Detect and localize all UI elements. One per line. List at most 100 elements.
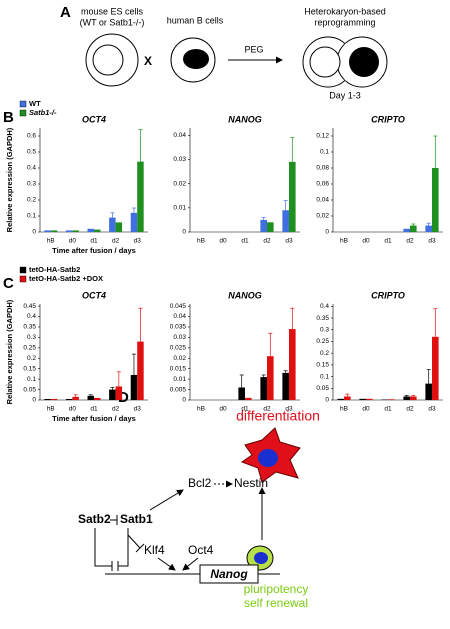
x-tick-label: d3	[428, 238, 436, 245]
arrow	[149, 489, 184, 511]
y-tick-label: 0.3	[27, 181, 36, 188]
y-tick-label: 0	[325, 397, 329, 404]
bar	[137, 161, 144, 232]
bar	[94, 397, 101, 400]
bar	[403, 396, 410, 400]
y-tick-label: 0.5	[27, 149, 36, 156]
x-tick-label: d3	[134, 238, 142, 245]
y-tick-label: 0,1	[320, 149, 329, 156]
gene: Bcl2	[188, 476, 212, 490]
y-tick-label: 0.15	[23, 365, 36, 372]
bar	[72, 396, 79, 400]
chart-title: NANOG	[228, 290, 262, 300]
y-tick-label: 0	[182, 229, 186, 236]
y-tick-label: 0.25	[316, 338, 329, 345]
nanog-box	[199, 564, 259, 584]
y-tick-label: 0.1	[27, 213, 36, 220]
legend-swatch	[19, 100, 27, 108]
bar	[403, 228, 410, 232]
x-tick-label: hB	[340, 406, 348, 413]
bar	[388, 399, 395, 400]
gene: Nestin	[234, 476, 268, 490]
es-nucleus	[92, 44, 124, 76]
x-tick-label: hB	[47, 238, 55, 245]
x-tick-label: d1	[241, 238, 249, 245]
y-tick-label: 0.03	[173, 334, 186, 341]
chart-title: NANOG	[228, 114, 262, 124]
x-tick-label: d1	[384, 238, 392, 245]
legend-swatch	[19, 109, 27, 117]
x-tick-label: d2	[112, 406, 120, 413]
y-tick-label: 0.15	[316, 362, 329, 369]
x-tick-label: d0	[69, 238, 77, 245]
arrow	[157, 557, 176, 571]
inhibit	[135, 543, 145, 553]
bar	[359, 398, 366, 400]
x-tick-label: d3	[428, 406, 436, 413]
legend-swatch	[19, 275, 27, 283]
y-tick-label: 0.035	[170, 324, 187, 331]
legend-label: WT	[29, 99, 41, 108]
bar	[410, 225, 417, 232]
x-tick-label: hB	[47, 406, 55, 413]
cross: X	[144, 54, 152, 68]
y-tick-label: 0.02	[173, 355, 186, 362]
bar	[238, 387, 245, 400]
x-axis-label: Time after fusion / days	[52, 246, 136, 255]
x-tick-label: hB	[340, 238, 348, 245]
bar	[44, 398, 51, 400]
chart-title: CRIPTO	[371, 114, 405, 124]
y-tick-label: 0.05	[316, 385, 329, 392]
bar	[109, 217, 116, 232]
gene: Klf4	[144, 543, 165, 557]
b-nucleus	[183, 49, 209, 69]
x-tick-label: d1	[90, 238, 98, 245]
bar	[65, 398, 73, 400]
bar	[267, 356, 274, 400]
bar	[260, 377, 267, 400]
b-nucleus	[349, 47, 379, 77]
y-tick-label: 0	[182, 397, 186, 404]
panel-label: A	[60, 4, 71, 21]
bar	[87, 395, 94, 400]
y-tick-label: 0.025	[170, 345, 187, 352]
y-axis-label: Relative expression (GAPDH)	[5, 127, 14, 232]
x-tick-label: d0	[362, 406, 370, 413]
bar	[282, 372, 289, 400]
y-tick-label: 0.3	[27, 334, 36, 341]
x-tick-label: d1	[90, 406, 98, 413]
x-tick-label: d1	[384, 406, 392, 413]
bar	[344, 396, 351, 400]
y-tick-label: 0	[32, 397, 36, 404]
y-tick-label: 0.01	[173, 376, 186, 383]
es-nucleus	[309, 46, 341, 78]
y-tick-label: 0.03	[173, 156, 186, 163]
y-tick-label: 0.04	[173, 313, 186, 320]
bar	[260, 219, 267, 232]
bar	[289, 161, 296, 232]
y-tick-label: 0.4	[27, 313, 36, 320]
bar	[425, 225, 432, 232]
y-tick-label: 0.45	[23, 303, 36, 310]
pluripotency-label: pluripotency	[244, 582, 309, 596]
inhibit	[118, 528, 129, 567]
x-axis-label: Time after fusion / days	[52, 414, 136, 423]
chart-title: OCT4	[82, 290, 106, 300]
y-tick-label: 0.4	[320, 303, 329, 310]
bar	[267, 222, 274, 232]
bar	[282, 210, 289, 232]
y-tick-label: 0.1	[27, 376, 36, 383]
y-tick-label: 0.25	[23, 345, 36, 352]
y-tick-label: 0.6	[27, 133, 36, 140]
bar	[65, 230, 73, 232]
y-tick-label: 0	[32, 229, 36, 236]
x-tick-label: d2	[263, 238, 271, 245]
x-tick-label: hB	[197, 406, 205, 413]
arrow	[182, 557, 199, 571]
x-tick-label: d2	[112, 238, 120, 245]
x-tick-label: d1	[241, 406, 249, 413]
day-label: Day 1-3	[329, 90, 361, 100]
y-tick-label: 0,08	[316, 165, 329, 172]
bar	[432, 336, 439, 400]
